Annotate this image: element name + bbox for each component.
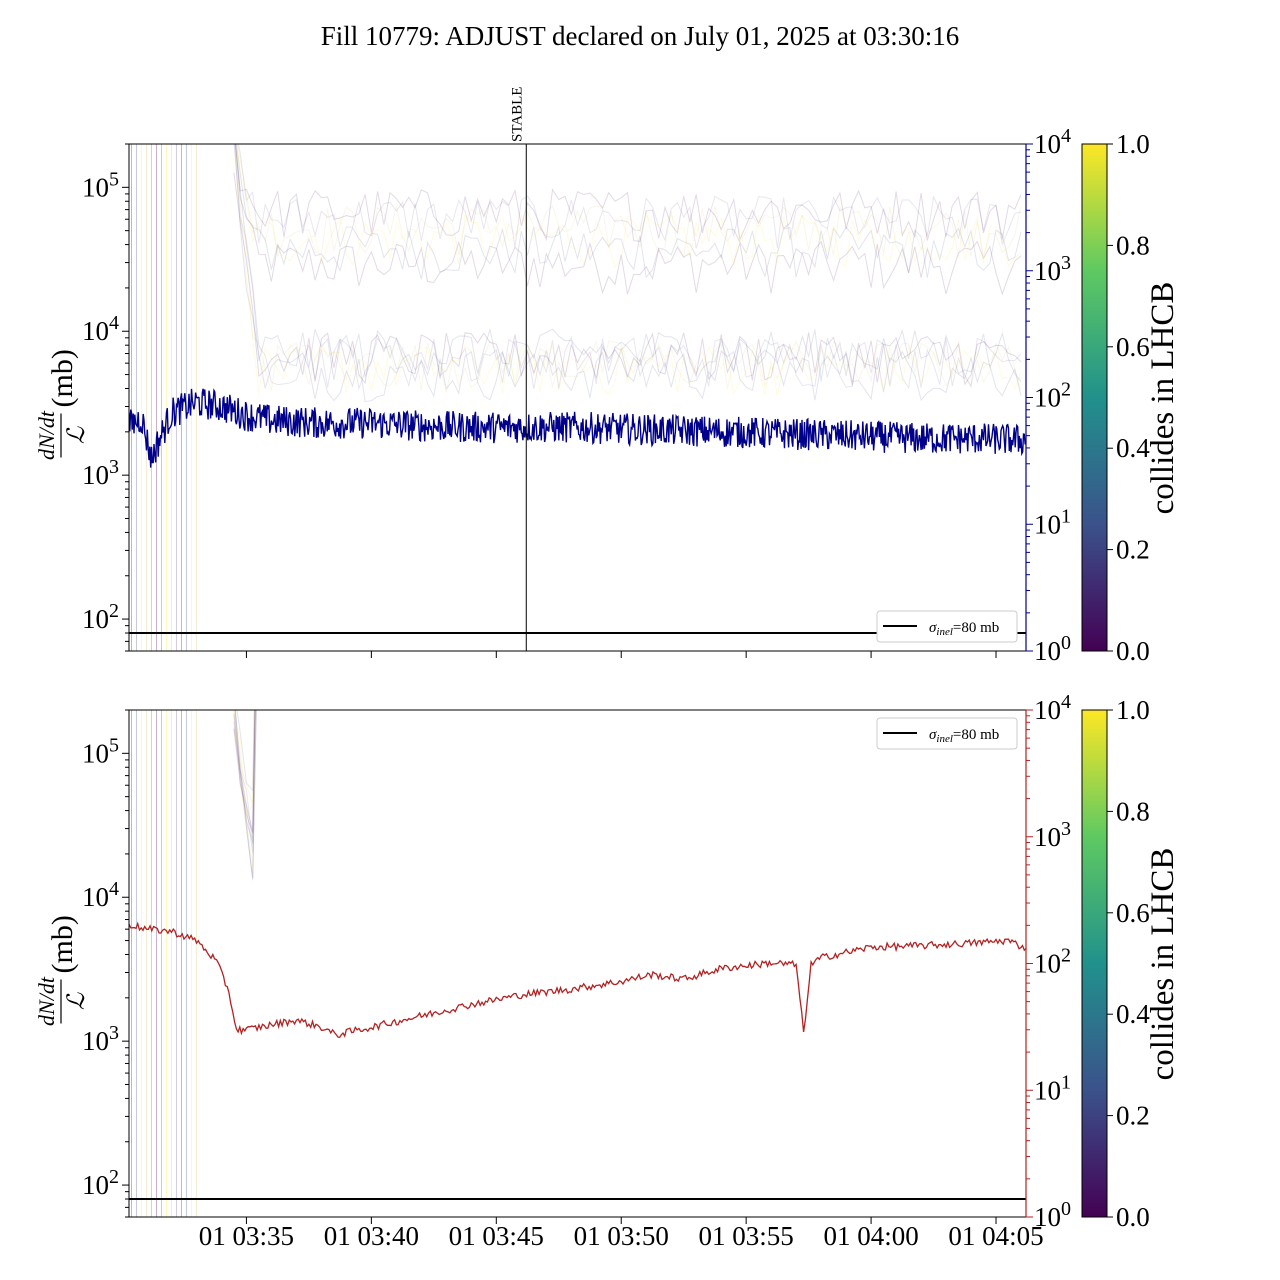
- y-tick-label: 102: [82, 600, 119, 634]
- colorbar-gradient: [1081, 709, 1108, 1218]
- legend-box: [876, 717, 1018, 750]
- x-tick-label: 01 04:05: [948, 1221, 1043, 1251]
- colorbar-gradient: [1081, 143, 1108, 652]
- colorbar-tick-label: 0.0: [1116, 1202, 1150, 1232]
- colorbar-tick-label: 0.4: [1116, 433, 1150, 463]
- y-tick-label: 104: [82, 312, 119, 346]
- colorbar-tick-label: 1.0: [1116, 695, 1150, 725]
- x-axis: 01 03:35 01 03:40 01 03:45 01 03:50 01 03:55…: [199, 1217, 1044, 1251]
- y2-tick-label: 103: [1034, 818, 1071, 852]
- x-tick-label: 01 03:50: [574, 1221, 669, 1251]
- colorbar-label: collides in LHCB: [1145, 282, 1181, 515]
- top-panel: STABLE 102 103 104 105 100 101 102 103 104 dN/dt ℒ (…: [34, 87, 1071, 666]
- plot-area: [129, 710, 1026, 1217]
- y2-tick-label: 104: [1034, 125, 1071, 159]
- y2-tick-label: 101: [1034, 505, 1071, 539]
- bunch-trace: [235, 144, 1022, 280]
- y-axis-label: dN/dt ℒ (mb): [34, 349, 90, 460]
- y2-tick-label: 103: [1034, 252, 1071, 286]
- legend-label: σinel=80 mb: [929, 727, 999, 745]
- bunch-trace: [237, 144, 1022, 249]
- colorbar-tick-label: 0.4: [1116, 999, 1150, 1029]
- stable-label: STABLE: [509, 87, 525, 142]
- colorbar-tick-label: 0.8: [1116, 796, 1150, 826]
- bunch-traces: [130, 710, 257, 1217]
- colorbar-tick-label: 0.6: [1116, 898, 1150, 928]
- series-line: [129, 388, 1026, 468]
- y-label-denominator: ℒ: [64, 426, 90, 444]
- y-label-unit: (mb): [46, 915, 79, 973]
- y2-tick-label: 104: [1034, 691, 1071, 725]
- left-y-axis: 102 103 104 105: [82, 709, 129, 1218]
- colorbar-label: collides in LHCB: [1145, 848, 1181, 1081]
- y2-tick-label: 102: [1034, 945, 1071, 979]
- y-tick-label: 104: [82, 878, 119, 912]
- y-tick-label: 105: [82, 734, 119, 768]
- y-tick-label: 103: [82, 456, 119, 490]
- bunch-trace: [234, 144, 1022, 397]
- plot-area: [129, 144, 1026, 651]
- bunch-trace: [234, 144, 1022, 296]
- y-label-unit: (mb): [46, 349, 79, 407]
- bunch-trace: [234, 710, 257, 881]
- bunch-trace: [236, 144, 1022, 269]
- series-line: [129, 921, 1026, 1038]
- bunch-trace: [234, 144, 1022, 242]
- chart-title: Fill 10779: ADJUST declared on July 01, …: [321, 21, 959, 51]
- y2-tick-label: 101: [1034, 1071, 1071, 1105]
- y-label-numerator: dN/dt: [34, 410, 59, 460]
- y-label-numerator: dN/dt: [34, 976, 59, 1026]
- x-tick-label: 01 03:35: [199, 1221, 294, 1251]
- top-colorbar: 0.0 0.2 0.4 0.6 0.8 1.0 collides in LHCB: [1081, 129, 1181, 666]
- bottom-colorbar: 0.0 0.2 0.4 0.6 0.8 1.0 collides in LHCB: [1081, 695, 1181, 1232]
- bunch-traces: [130, 144, 1022, 651]
- colorbar-tick-label: 0.2: [1116, 1101, 1150, 1131]
- legend-box: [876, 610, 1018, 643]
- colorbar-tick-label: 0.8: [1116, 230, 1150, 260]
- colorbar-tick-label: 0.0: [1116, 636, 1150, 666]
- bunch-trace: [233, 710, 257, 868]
- bunch-trace: [233, 710, 256, 839]
- x-tick-label: 01 03:40: [324, 1221, 419, 1251]
- bunch-trace: [233, 710, 256, 834]
- x-tick-label: 01 04:00: [823, 1221, 918, 1251]
- bunch-trace: [233, 144, 1022, 391]
- y2-tick-label: 100: [1034, 1198, 1071, 1232]
- right-y-axis: 100 101 102 103 104: [1026, 691, 1071, 1232]
- y-tick-label: 105: [82, 168, 119, 202]
- colorbar-tick-label: 0.2: [1116, 535, 1150, 565]
- bunch-trace: [233, 172, 1022, 386]
- x-axis: [245, 651, 997, 658]
- x-tick-label: 01 03:45: [449, 1221, 544, 1251]
- legend: σinel=80 mb: [876, 610, 1018, 643]
- y-tick-label: 103: [82, 1022, 119, 1056]
- right-y-axis: 100 101 102 103 104: [1026, 125, 1071, 666]
- legend: σinel=80 mb: [876, 717, 1018, 750]
- legend-label: σinel=80 mb: [929, 620, 999, 638]
- y-tick-label: 102: [82, 1166, 119, 1200]
- colorbar-tick-label: 1.0: [1116, 129, 1150, 159]
- y-axis-label: dN/dt ℒ (mb): [34, 915, 90, 1026]
- left-y-axis: 102 103 104 105: [82, 143, 129, 652]
- bunch-trace: [235, 144, 1022, 383]
- y2-tick-label: 102: [1034, 379, 1071, 413]
- y2-tick-label: 100: [1034, 632, 1071, 666]
- colorbar-tick-label: 0.6: [1116, 332, 1150, 362]
- x-tick-label: 01 03:55: [699, 1221, 794, 1251]
- bunch-trace: [234, 144, 1022, 393]
- bunch-trace: [237, 144, 1022, 259]
- y-label-denominator: ℒ: [64, 992, 90, 1010]
- bunch-trace: [234, 710, 256, 853]
- bunch-trace: [233, 710, 256, 843]
- bunch-trace: [234, 144, 1022, 403]
- axes-frame: [128, 709, 1027, 1218]
